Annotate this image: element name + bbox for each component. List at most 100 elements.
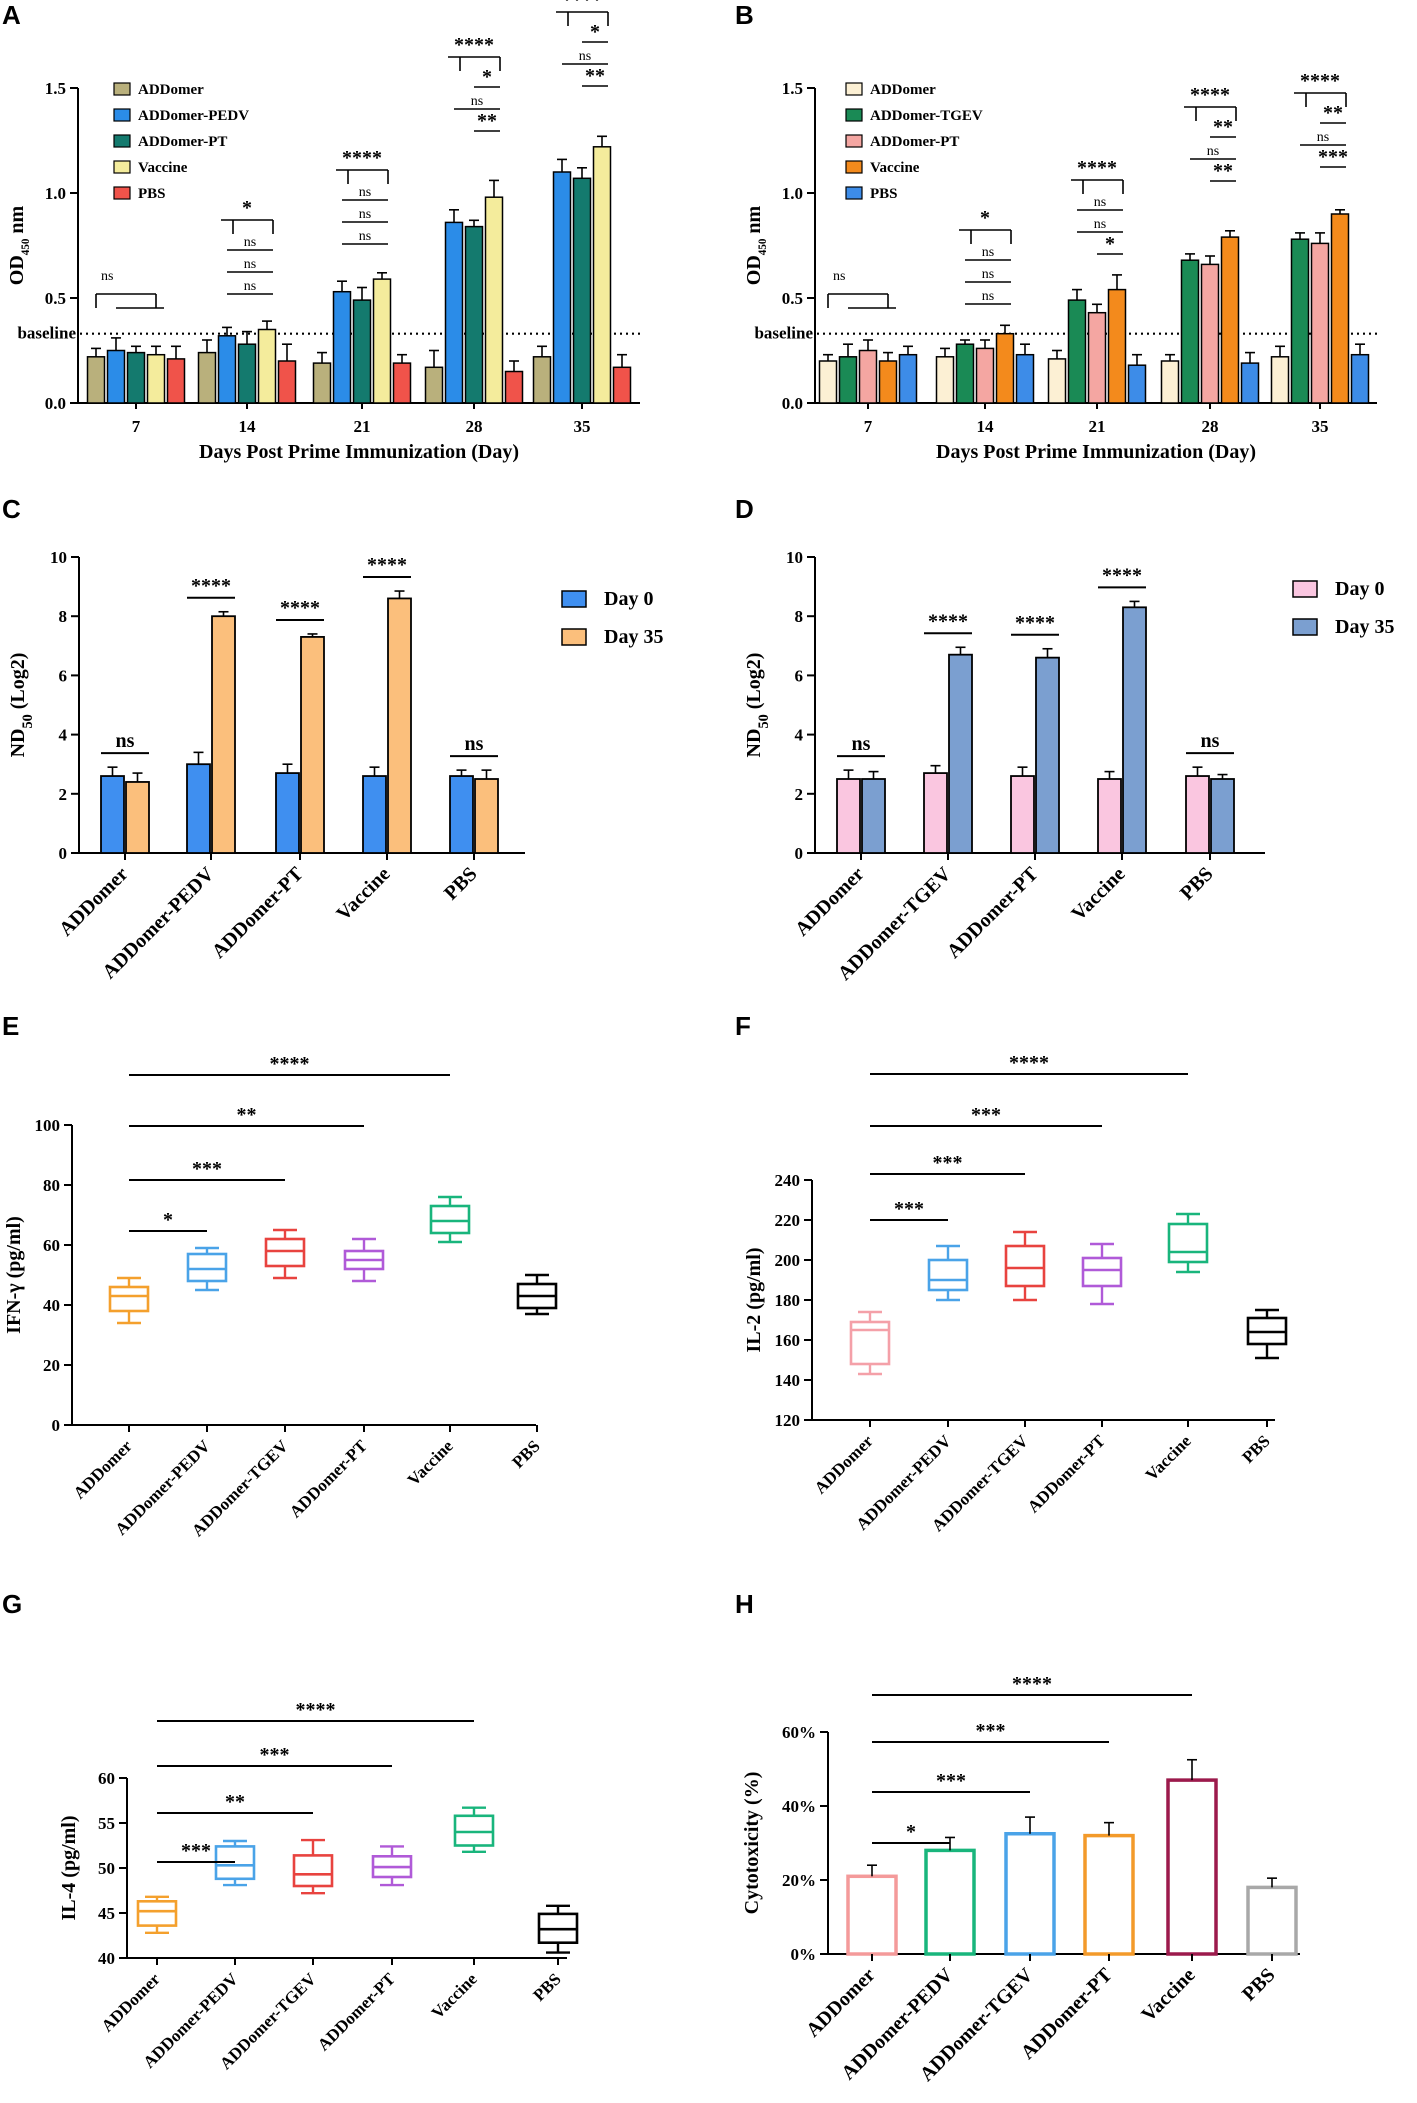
panel-b-sig-label: ns bbox=[982, 267, 994, 282]
panel-a-bar bbox=[86, 356, 106, 404]
panel-c-bar bbox=[300, 636, 325, 854]
panel-f-comparison-label: *** bbox=[894, 1198, 924, 1220]
panel-h-y-label: Cytotoxicity (%) bbox=[741, 1772, 763, 1915]
panel-d-sig-label: ns bbox=[1201, 730, 1220, 752]
panel-a-sig-label: ns bbox=[471, 94, 483, 109]
panel-b-sig-label: **** bbox=[1077, 157, 1117, 179]
panel-b-bar bbox=[1107, 288, 1127, 404]
y-label-unit: nm bbox=[743, 205, 765, 238]
panel-b-bar bbox=[1087, 311, 1107, 404]
panel-a-x-tick-label: 14 bbox=[239, 417, 257, 436]
panel-b-y-tick-label: 0.5 bbox=[782, 289, 803, 308]
panel-e-y-tick-label: 0 bbox=[52, 1416, 61, 1435]
panel-d-bar bbox=[1185, 775, 1210, 854]
panel-a-bar bbox=[592, 146, 612, 404]
panel-b-legend-swatch bbox=[845, 82, 863, 96]
panel-a-legend-label: Vaccine bbox=[138, 160, 188, 176]
panel-a-bar bbox=[424, 366, 444, 404]
panel-f-box bbox=[1004, 1244, 1046, 1288]
panel-f-comparison-label: **** bbox=[1009, 1052, 1049, 1074]
panel-d-sig-label: ns bbox=[852, 733, 871, 755]
panel-h-y-tick-label: 20% bbox=[782, 1871, 816, 1890]
panel-b-bar bbox=[1290, 238, 1310, 404]
panel-c-label: C bbox=[2, 494, 21, 524]
panel-f-box bbox=[1081, 1256, 1123, 1288]
panel-h-category-label: PBS bbox=[1238, 1964, 1279, 2005]
panel-a-bar bbox=[372, 278, 392, 404]
panel-f-y-label: IL-2 (pg/ml) bbox=[743, 1248, 765, 1353]
panel-d-category-label: Vaccine bbox=[1067, 863, 1129, 925]
panel-a-legend-swatch bbox=[113, 108, 131, 122]
panel-c-bar bbox=[125, 781, 150, 854]
panel-b-bar bbox=[935, 356, 955, 404]
panel-f-box bbox=[927, 1258, 969, 1292]
panel-d-legend-swatch bbox=[1292, 580, 1318, 598]
panel-b-y-tick-label: 1.0 bbox=[782, 184, 803, 203]
panel-c-bar bbox=[474, 778, 499, 854]
panel-c-sig-label: ns bbox=[116, 730, 135, 752]
panel-h-comparison-label: *** bbox=[976, 1720, 1006, 1742]
panel-b-y-tick-label: 1.5 bbox=[782, 79, 803, 98]
panel-e-box bbox=[264, 1237, 306, 1268]
panel-b-legend-label: PBS bbox=[870, 186, 898, 202]
panel-c-y-tick-label: 8 bbox=[59, 607, 68, 626]
panel-b-sig-label: ns bbox=[1317, 130, 1329, 145]
panel-c-category-label: ADDomer bbox=[55, 863, 133, 941]
panel-b-bar bbox=[898, 353, 918, 404]
panel-g-y-tick-label: 50 bbox=[98, 1859, 115, 1878]
panel-b-x-tick-label: 21 bbox=[1089, 417, 1106, 436]
panel-e-y-tick-label: 80 bbox=[43, 1176, 60, 1195]
panel-f-y-tick-label: 160 bbox=[775, 1331, 801, 1350]
panel-e-y-tick-label: 60 bbox=[43, 1236, 60, 1255]
panel-f-category-label: Vaccine bbox=[1142, 1431, 1195, 1484]
panel-a-y-tick-label: 0.5 bbox=[45, 289, 66, 308]
panel-d-bar bbox=[1210, 778, 1235, 854]
panel-f-category-label: PBS bbox=[1238, 1431, 1273, 1466]
panel-c-y-label: ND50 (Log2) bbox=[7, 653, 36, 758]
panel-a-bar bbox=[464, 225, 484, 404]
panel-a-x-label: Days Post Prime Immunization (Day) bbox=[199, 441, 519, 463]
panel-h-bar bbox=[1246, 1885, 1298, 1956]
panel-a-label: A bbox=[2, 0, 21, 30]
panel-a-sig-label: ns bbox=[244, 279, 256, 294]
panel-b-x-tick-label: 35 bbox=[1312, 417, 1329, 436]
panel-b-x-tick-label: 7 bbox=[864, 417, 873, 436]
panel-h-bar bbox=[1083, 1833, 1135, 1956]
panel-f-comparison-label: *** bbox=[971, 1104, 1001, 1126]
panel-a-sig-label: ns bbox=[579, 49, 591, 64]
panel-h-bar bbox=[1166, 1778, 1218, 1956]
panel-h-bar bbox=[924, 1848, 976, 1956]
panel-a-sig-label: ns bbox=[359, 229, 371, 244]
panel-a-bar bbox=[146, 353, 166, 404]
panel-g-category-label: ADDomer-PT bbox=[314, 1969, 400, 2055]
y-label-subscript: 450 bbox=[757, 238, 769, 255]
y-label-unit: (Log2) bbox=[743, 653, 765, 715]
panel-f-y-tick-label: 240 bbox=[775, 1171, 801, 1190]
panel-c-legend-swatch bbox=[561, 590, 587, 608]
panel-d-legend-label: Day 0 bbox=[1335, 578, 1384, 600]
panel-h-category-label: ADDomer bbox=[802, 1964, 880, 2042]
panel-b-legend-swatch bbox=[845, 160, 863, 174]
panel-b-sig-label: * bbox=[1105, 233, 1115, 255]
panel-c-bar bbox=[211, 615, 236, 854]
panel-b-legend-label: ADDomer-PT bbox=[870, 134, 959, 150]
panel-a-legend-swatch bbox=[113, 82, 131, 96]
panel-c-category-label: PBS bbox=[440, 863, 481, 904]
panel-g-box bbox=[453, 1814, 495, 1847]
panel-d-bar bbox=[1035, 656, 1060, 854]
panel-d-sig-label: **** bbox=[1015, 612, 1055, 634]
panel-a-sig-label: ns bbox=[244, 235, 256, 250]
panel-c-sig-label: ns bbox=[465, 733, 484, 755]
panel-b-x-label: Days Post Prime Immunization (Day) bbox=[936, 441, 1256, 463]
panel-d-y-tick-label: 10 bbox=[786, 548, 803, 567]
panel-a-bar bbox=[166, 358, 186, 404]
panel-b-sig-label: ** bbox=[1213, 160, 1233, 182]
panel-g-box bbox=[136, 1900, 178, 1927]
panel-b-bar bbox=[838, 356, 858, 404]
panel-a-y-tick-label: 0.0 bbox=[45, 394, 66, 413]
panel-d-bar bbox=[836, 778, 861, 854]
panel-b-bar bbox=[1220, 236, 1240, 404]
panel-b-x-tick-label: 28 bbox=[1202, 417, 1219, 436]
panel-a-sig-label: ** bbox=[585, 65, 605, 87]
panel-b-bar bbox=[1330, 213, 1350, 404]
